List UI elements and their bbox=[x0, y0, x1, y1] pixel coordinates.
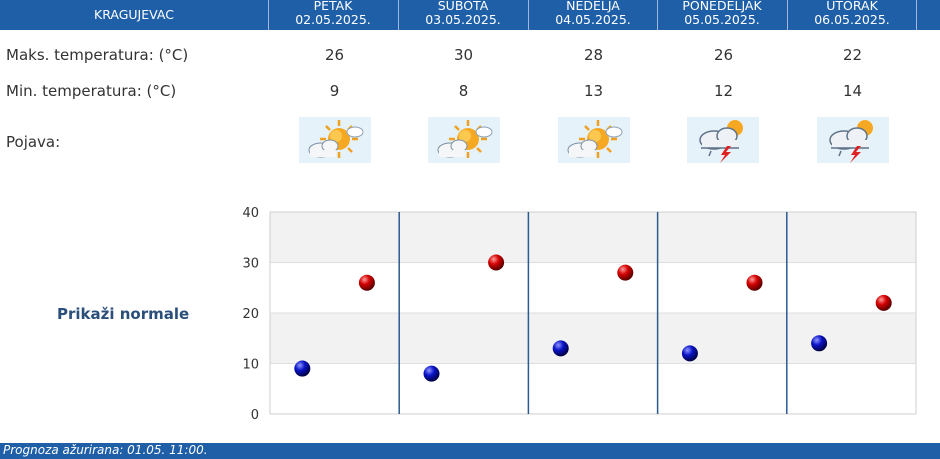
day-name: NEDELJA bbox=[566, 0, 620, 13]
chart-markers bbox=[294, 254, 892, 382]
y-axis-labels: 0 10 20 30 40 bbox=[242, 206, 259, 423]
y-tick-label: 20 bbox=[242, 307, 259, 322]
y-tick-label: 0 bbox=[251, 408, 259, 423]
min-temp-value: 13 bbox=[583, 82, 604, 100]
y-tick-label: 10 bbox=[242, 358, 259, 373]
day-header-1: PETAK 02.05.2025. bbox=[268, 0, 397, 30]
partly-sunny-icon bbox=[558, 117, 630, 163]
day-header-2: SUBOTA 03.05.2025. bbox=[398, 0, 527, 30]
forecast-updated-text: Prognoza ažurirana: 01.05. 11:00. bbox=[3, 443, 208, 457]
y-tick-label: 40 bbox=[242, 206, 259, 221]
max-temp-value: 30 bbox=[453, 46, 474, 64]
min-temp-marker bbox=[552, 340, 569, 357]
day-date: 06.05.2025. bbox=[814, 12, 890, 27]
day-separators bbox=[398, 212, 788, 414]
min-temp-marker bbox=[423, 365, 440, 382]
max-temp-marker bbox=[746, 274, 763, 291]
day-header-4: PONEDELJAK 05.05.2025. bbox=[657, 0, 786, 30]
day-name: PETAK bbox=[313, 0, 353, 13]
day-date: 05.05.2025. bbox=[684, 12, 760, 27]
partly-sunny-icon bbox=[428, 117, 500, 163]
max-temp-label: Maks. temperatura: (°C) bbox=[6, 46, 189, 64]
partly-sunny-icon bbox=[299, 117, 371, 163]
day-date: 04.05.2025. bbox=[555, 12, 631, 27]
city-name: KRAGUJEVAC bbox=[94, 7, 174, 22]
day-date: 03.05.2025. bbox=[425, 12, 501, 27]
chart-band bbox=[270, 262, 916, 313]
day-header-5: UTORAK 06.05.2025. bbox=[787, 0, 916, 30]
max-temp-value: 22 bbox=[842, 46, 863, 64]
min-temp-value: 9 bbox=[329, 82, 340, 100]
thunderstorm-icon bbox=[687, 117, 759, 163]
min-temp-value: 14 bbox=[842, 82, 863, 100]
chart-band bbox=[270, 212, 916, 263]
chart-bands bbox=[269, 211, 917, 415]
min-temp-marker bbox=[811, 335, 828, 352]
footer-bar: Prognoza ažurirana: 01.05. 11:00. bbox=[0, 443, 940, 459]
y-tick-label: 30 bbox=[242, 257, 259, 272]
day-name: SUBOTA bbox=[437, 0, 489, 13]
chart-band bbox=[270, 313, 916, 364]
max-temp-value: 26 bbox=[324, 46, 345, 64]
header-tail bbox=[916, 0, 940, 30]
day-header-3: NEDELJA 04.05.2025. bbox=[528, 0, 657, 30]
max-temp-value: 28 bbox=[583, 46, 604, 64]
max-temp-marker bbox=[875, 294, 892, 311]
plot-frame bbox=[269, 211, 917, 415]
max-temp-marker bbox=[358, 274, 375, 291]
show-normals-link[interactable]: Prikaži normale bbox=[57, 305, 190, 323]
day-name: PONEDELJAK bbox=[682, 0, 762, 13]
thunderstorm-icon bbox=[817, 117, 889, 163]
max-temp-value: 26 bbox=[713, 46, 734, 64]
phenomenon-label: Pojava: bbox=[6, 133, 61, 151]
forecast-header: KRAGUJEVAC PETAK 02.05.2025. SUBOTA 03.0… bbox=[0, 0, 940, 30]
day-name: UTORAK bbox=[826, 0, 878, 13]
min-temp-value: 8 bbox=[458, 82, 469, 100]
min-temp-marker bbox=[681, 345, 698, 362]
min-temp-value: 12 bbox=[713, 82, 734, 100]
day-date: 02.05.2025. bbox=[295, 12, 371, 27]
min-temp-marker bbox=[294, 360, 311, 377]
min-temp-label: Min. temperatura: (°C) bbox=[6, 82, 177, 100]
max-temp-marker bbox=[488, 254, 505, 271]
chart-band bbox=[270, 363, 916, 414]
max-temp-marker bbox=[617, 264, 634, 281]
